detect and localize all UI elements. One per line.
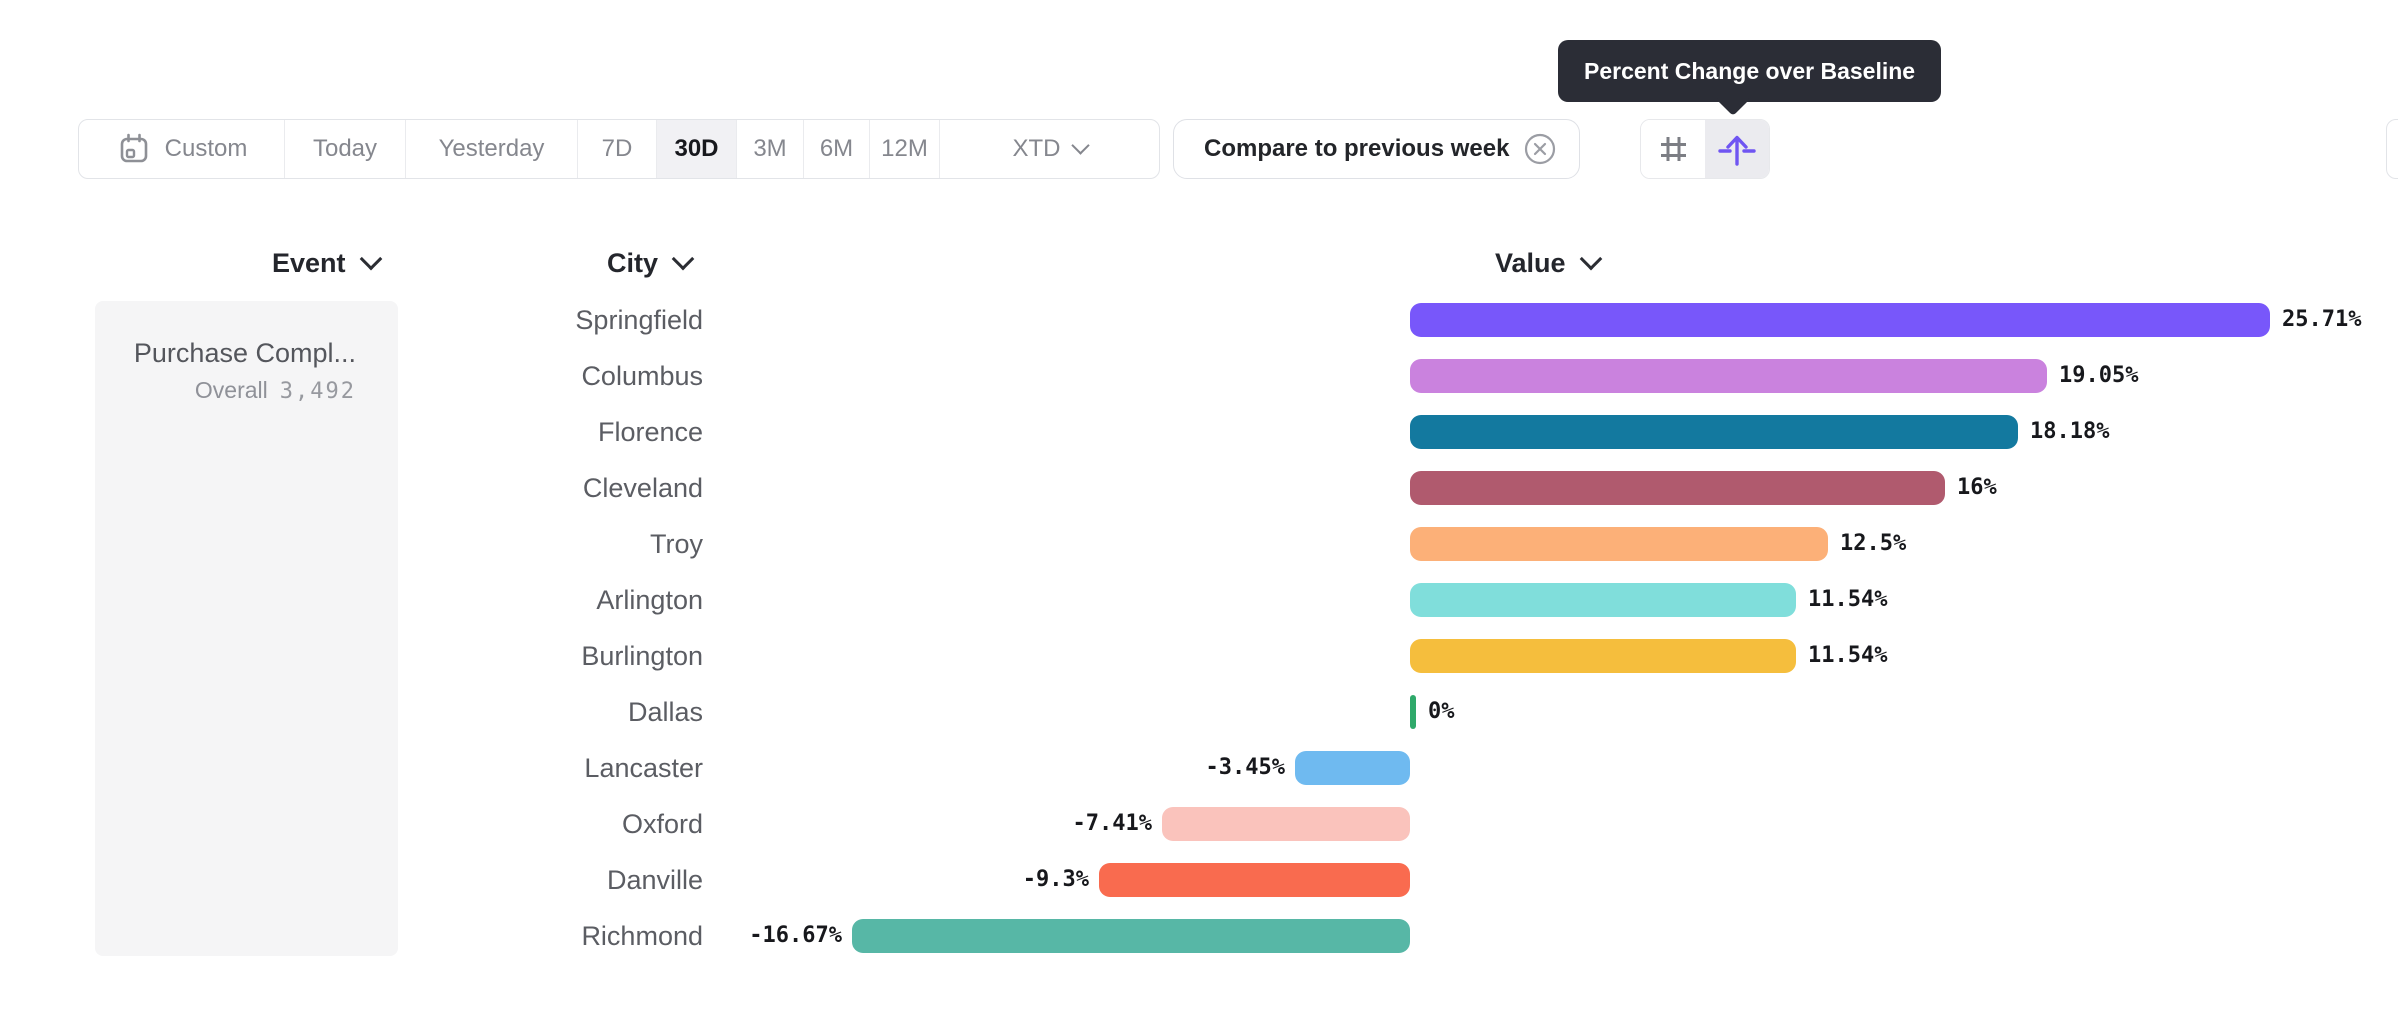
- range-button-30d[interactable]: 30D: [657, 120, 737, 178]
- chart-row: Springfield 25.71%: [0, 292, 2398, 348]
- value-label: 18.18%: [2030, 419, 2110, 444]
- range-button-7d[interactable]: 7D: [578, 120, 657, 178]
- hash-icon: [1661, 137, 1686, 161]
- range-button-6m[interactable]: 6M: [804, 120, 870, 178]
- value-bar[interactable]: [1295, 751, 1410, 785]
- column-header-label: City: [607, 247, 659, 278]
- city-label: Columbus: [581, 361, 703, 391]
- chevron-down-icon: [1070, 135, 1090, 155]
- column-header-label: Value: [1495, 247, 1566, 278]
- city-label: Oxford: [621, 809, 703, 839]
- event-overall: Overall 3,492: [95, 377, 356, 404]
- value-bar[interactable]: [1410, 639, 1796, 673]
- event-card[interactable]: Purchase Compl... Overall 3,492: [95, 301, 398, 956]
- column-header-label: Event: [272, 247, 346, 278]
- value-label: -3.45%: [1205, 755, 1285, 780]
- city-label: Cleveland: [582, 473, 703, 503]
- tooltip-percent-change: Percent Change over Baseline: [1558, 40, 1942, 102]
- city-label: Burlington: [581, 641, 703, 671]
- compare-chip[interactable]: Compare to previous week: [1173, 119, 1581, 179]
- value-label: -9.3%: [1022, 867, 1089, 892]
- range-button-xtd[interactable]: XTD: [940, 120, 1159, 178]
- range-label: XTD: [1012, 135, 1061, 162]
- range-button-custom[interactable]: Custom: [79, 120, 285, 178]
- value-bar[interactable]: [1410, 527, 1828, 561]
- value-label: 25.71%: [2282, 307, 2362, 332]
- range-label: 3M: [753, 135, 787, 162]
- value-bar[interactable]: [1099, 863, 1410, 897]
- event-title: Purchase Compl...: [133, 338, 356, 368]
- city-label: Dallas: [627, 697, 703, 727]
- overall-value: 3,492: [279, 379, 356, 404]
- chart-row: Lancaster -3.45%: [0, 740, 2398, 796]
- value-label: 0%: [1428, 699, 1455, 724]
- range-label: 30D: [674, 135, 719, 162]
- value-bar[interactable]: [1410, 415, 2018, 449]
- baseline-arrow-icon: [1718, 135, 1756, 166]
- chart-row: Florence 18.18%: [0, 404, 2398, 460]
- chart-row: Troy 12.5%: [0, 516, 2398, 572]
- baseline-tick[interactable]: [1410, 695, 1416, 729]
- value-bar[interactable]: [1410, 303, 2270, 337]
- value-label: -16.67%: [749, 923, 842, 948]
- value-label: 11.54%: [1808, 643, 1888, 668]
- city-label: Troy: [650, 529, 703, 559]
- chart-row: Danville -9.3%: [0, 852, 2398, 908]
- value-label: -7.41%: [1072, 811, 1152, 836]
- range-button-today[interactable]: Today: [285, 120, 406, 178]
- bar-chart: Springfield 25.71% Columbus 19.05% Florence 1…: [0, 292, 2398, 964]
- range-label: 6M: [819, 135, 854, 162]
- value-display-toggle: [1640, 119, 1770, 179]
- value-label: 11.54%: [1808, 587, 1888, 612]
- calendar-icon: [120, 133, 147, 163]
- range-button-12m[interactable]: 12M: [870, 120, 940, 178]
- city-label: Florence: [597, 417, 703, 447]
- clipped-edge-button[interactable]: [2386, 119, 2398, 179]
- range-label: Custom: [164, 135, 248, 162]
- range-button-3m[interactable]: 3M: [737, 120, 804, 178]
- chart-row: Cleveland 16%: [0, 460, 2398, 516]
- column-header-city[interactable]: City: [607, 244, 695, 282]
- chart-row: Burlington 11.54%: [0, 628, 2398, 684]
- chevron-down-icon: [671, 247, 695, 271]
- chevron-down-icon: [1579, 247, 1602, 271]
- range-label: Today: [312, 135, 378, 162]
- value-bar[interactable]: [1162, 807, 1410, 841]
- overall-label: Overall: [194, 377, 268, 403]
- chart-row: Arlington 11.54%: [0, 572, 2398, 628]
- value-bar[interactable]: [1410, 359, 2047, 393]
- chart-row: Oxford -7.41%: [0, 796, 2398, 852]
- column-header-value[interactable]: Value: [1495, 244, 1602, 282]
- date-range-group: Custom Today Yesterday 7D 30D 3M 6M 12M …: [78, 119, 1160, 179]
- circle-x-icon[interactable]: [1523, 132, 1557, 166]
- city-label: Arlington: [596, 585, 703, 615]
- range-label: Yesterday: [438, 135, 545, 162]
- column-header-event[interactable]: Event: [272, 244, 382, 282]
- range-button-yesterday[interactable]: Yesterday: [406, 120, 578, 178]
- percent-change-baseline-button[interactable]: [1705, 120, 1769, 178]
- value-bar[interactable]: [852, 919, 1410, 953]
- chart-row: Richmond -16.67%: [0, 908, 2398, 964]
- value-bar[interactable]: [1410, 471, 1945, 505]
- compare-chip-label: Compare to previous week: [1204, 135, 1510, 162]
- chart-row: Dallas 0%: [0, 684, 2398, 740]
- value-label: 16%: [1957, 475, 1997, 500]
- chevron-down-icon: [359, 247, 382, 271]
- value-label: 19.05%: [2059, 363, 2139, 388]
- city-label: Richmond: [581, 921, 703, 951]
- city-label: Danville: [606, 865, 703, 895]
- absolute-values-button[interactable]: [1641, 120, 1705, 178]
- range-label: 7D: [601, 135, 633, 162]
- city-label: Lancaster: [584, 753, 703, 783]
- value-label: 12.5%: [1840, 531, 1907, 556]
- city-label: Springfield: [575, 305, 703, 335]
- range-label: 12M: [881, 135, 928, 162]
- chart-row: Columbus 19.05%: [0, 348, 2398, 404]
- value-bar[interactable]: [1410, 583, 1796, 617]
